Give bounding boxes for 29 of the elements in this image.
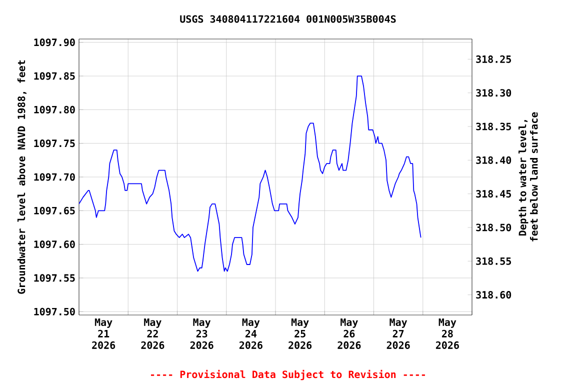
y2-tick-label: 318.35 [476,122,511,130]
y-tick-label: 1097.75 [34,140,75,148]
y2-tick-label: 318.40 [476,156,512,164]
x-tick-label: May 25 2026 [288,318,312,349]
y-axis-title: Groundwater level above NAVD 1988, feet [17,60,26,294]
x-tick-label: May 27 2026 [386,318,410,349]
x-tick-label: May 28 2026 [436,318,459,349]
y2-tick-label: 318.50 [476,224,512,232]
y2-tick-label: 318.55 [476,257,511,265]
x-tick-label: May 24 2026 [239,318,262,349]
y2-tick-label: 318.60 [476,291,512,299]
y-tick-label: 1097.50 [34,308,75,316]
y-tick-label: 1097.80 [34,106,75,114]
chart-title: USGS 340804117221604 001N005W35B004S [180,15,396,23]
x-tick-label: May 26 2026 [338,318,361,349]
y2-tick-label: 318.25 [476,55,511,63]
x-tick-label: May 23 2026 [190,318,214,349]
y2-tick-label: 318.30 [476,89,512,97]
y-tick-label: 1097.65 [34,206,75,214]
y2-tick-label: 318.45 [476,190,511,198]
y-tick-label: 1097.55 [34,274,75,282]
x-tick-label: May 21 2026 [92,318,116,349]
y2-axis-title: Depth to water level, feet below land surface [518,112,538,242]
y-tick-label: 1097.60 [34,240,75,248]
x-tick-label: May 22 2026 [141,318,164,349]
y-tick-label: 1097.90 [34,38,75,46]
y-tick-label: 1097.85 [34,72,75,80]
y-tick-label: 1097.70 [34,173,75,181]
text: ---- Provisional Data Subject to Revision ---- [151,370,425,380]
